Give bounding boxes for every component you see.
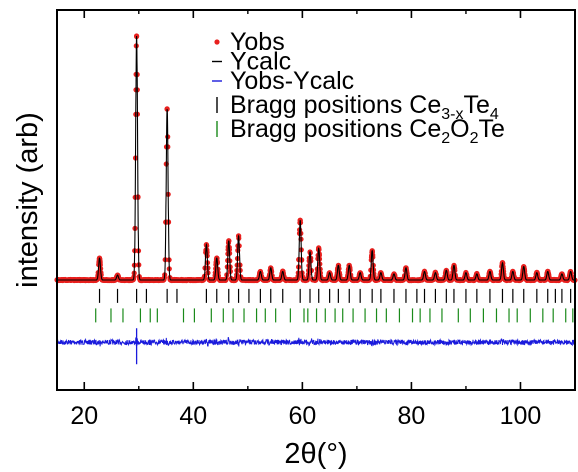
x-tick-label: 20 <box>70 402 98 430</box>
difference-curve <box>56 337 576 347</box>
x-tick-label: 100 <box>500 402 542 430</box>
ycalc-curve <box>57 35 575 281</box>
legend-subscript: 2 <box>441 130 450 147</box>
legend-text: Yobs-Ycalc <box>230 67 354 95</box>
legend-entry-bragg1: Bragg positions Ce3-xTe4 <box>216 91 499 123</box>
x-axis-title: 2θ(°) <box>284 438 347 470</box>
bragg-row-1 <box>98 288 572 303</box>
plot-area <box>54 33 578 365</box>
legend-text: Te <box>479 115 505 143</box>
x-tick-label: 40 <box>179 402 207 430</box>
legend-text: Bragg positions Ce <box>230 91 441 119</box>
legend-text: Te <box>463 91 489 119</box>
legend-label: Yobs-Ycalc <box>230 67 354 95</box>
legend-text: Yobs <box>230 28 285 56</box>
legend-entry-yobs: Yobs <box>214 28 285 56</box>
legend-subscript: 3-x <box>441 106 463 123</box>
legend-label: Bragg positions Ce2O2Te <box>230 115 505 147</box>
legend-entry-ycalc: Ycalc <box>212 48 291 76</box>
legend-subscript: 2 <box>470 130 479 147</box>
y-axis-title: intensity (arb) <box>12 112 44 288</box>
legend-label: Ycalc <box>230 48 291 76</box>
legend-label: Yobs <box>230 28 285 56</box>
legend-dot-marker <box>214 39 220 45</box>
bragg-row-2 <box>95 308 574 323</box>
legend-text: Ycalc <box>230 48 291 76</box>
x-tick-label: 80 <box>398 402 426 430</box>
legend-text: Bragg positions Ce <box>230 115 441 143</box>
x-tick-label: 60 <box>288 402 316 430</box>
legend-subscript: 4 <box>490 106 499 123</box>
legend-entry-diff: Yobs-Ycalc <box>212 67 354 95</box>
legend-text: O <box>450 115 469 143</box>
legend-entry-bragg2: Bragg positions Ce2O2Te <box>216 115 505 147</box>
axes: 20 40 60 80 100 <box>56 9 576 430</box>
plot-frame <box>56 9 576 391</box>
legend-label: Bragg positions Ce3-xTe4 <box>230 91 499 123</box>
